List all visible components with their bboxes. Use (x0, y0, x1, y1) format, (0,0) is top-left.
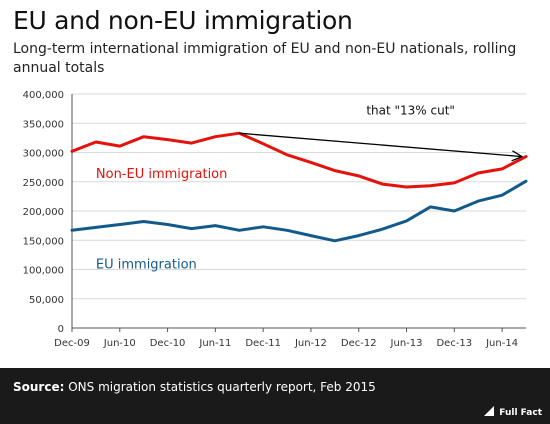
y-tick-label: 200,000 (23, 207, 64, 218)
source-note: Source: ONS migration statistics quarter… (13, 380, 376, 394)
logo-arrow-icon (484, 406, 495, 416)
y-tick-label: 400,000 (23, 90, 64, 101)
footer-bar: Source: ONS migration statistics quarter… (0, 368, 550, 424)
series-label-eu: EU immigration (96, 258, 197, 273)
y-tick-label: 50,000 (29, 295, 64, 306)
y-tick-label: 100,000 (23, 266, 64, 277)
x-tick-label: Dec-11 (245, 338, 281, 349)
series-label-non-eu: Non-EU immigration (96, 167, 228, 182)
logo-text: Full Fact (499, 408, 542, 418)
x-tick-label: Dec-10 (150, 338, 186, 349)
x-tick-label: Dec-13 (436, 338, 472, 349)
annotation-arrow-head (511, 150, 524, 162)
x-tick-label: Jun-10 (103, 338, 136, 349)
y-tick-label: 250,000 (23, 178, 64, 189)
line-chart: 0 50,000 100,000 150,000 200,000 250,000 300,0… (23, 90, 528, 349)
x-tick-label: Jun-14 (485, 338, 518, 349)
x-tick-label: Jun-12 (294, 338, 327, 349)
x-tick-label: Dec-12 (341, 338, 377, 349)
chart-subtitle: Long-term international immigration of E… (13, 41, 517, 76)
y-tick-label: 300,000 (23, 149, 64, 160)
full-fact-logo: Full Fact (484, 406, 542, 418)
series-line (70, 179, 528, 243)
annotation-label: that "13% cut" (366, 103, 455, 117)
y-tick-label: 0 (58, 324, 64, 335)
chart-title: EU and non-EU immigration (13, 6, 353, 35)
x-tick-label: Jun-13 (390, 338, 423, 349)
annotation-arrow-line (239, 132, 523, 158)
x-tick-label: Jun-11 (198, 338, 231, 349)
y-tick-label: 350,000 (23, 119, 64, 130)
source-text: ONS migration statistics quarterly repor… (68, 380, 376, 394)
source-label: Source: (13, 380, 65, 394)
x-tick-label: Dec-09 (54, 338, 90, 349)
series-line (70, 131, 528, 189)
y-tick-label: 150,000 (23, 236, 64, 247)
